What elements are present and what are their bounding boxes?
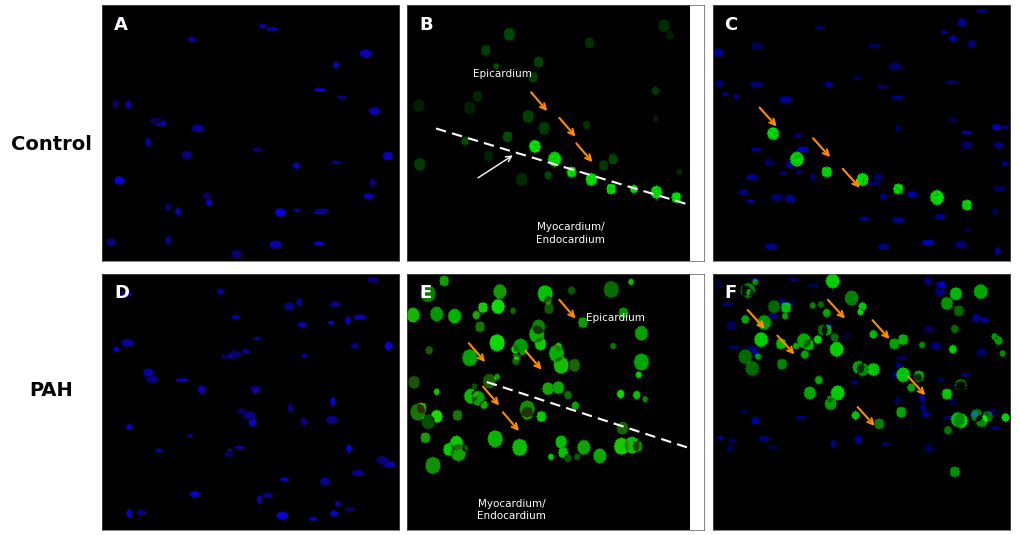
Text: D: D bbox=[114, 285, 128, 302]
Text: A: A bbox=[114, 16, 127, 34]
Text: F: F bbox=[723, 285, 736, 302]
Text: Myocardium/
Endocardium: Myocardium/ Endocardium bbox=[477, 499, 545, 522]
Text: Epicardium: Epicardium bbox=[472, 69, 531, 79]
Text: Epicardium: Epicardium bbox=[585, 312, 644, 323]
Text: E: E bbox=[419, 285, 431, 302]
Text: C: C bbox=[723, 16, 737, 34]
Text: PAH: PAH bbox=[30, 381, 72, 400]
Text: Control: Control bbox=[10, 135, 92, 154]
Text: Myocardium/
Endocardium: Myocardium/ Endocardium bbox=[536, 223, 604, 245]
Text: B: B bbox=[419, 16, 432, 34]
